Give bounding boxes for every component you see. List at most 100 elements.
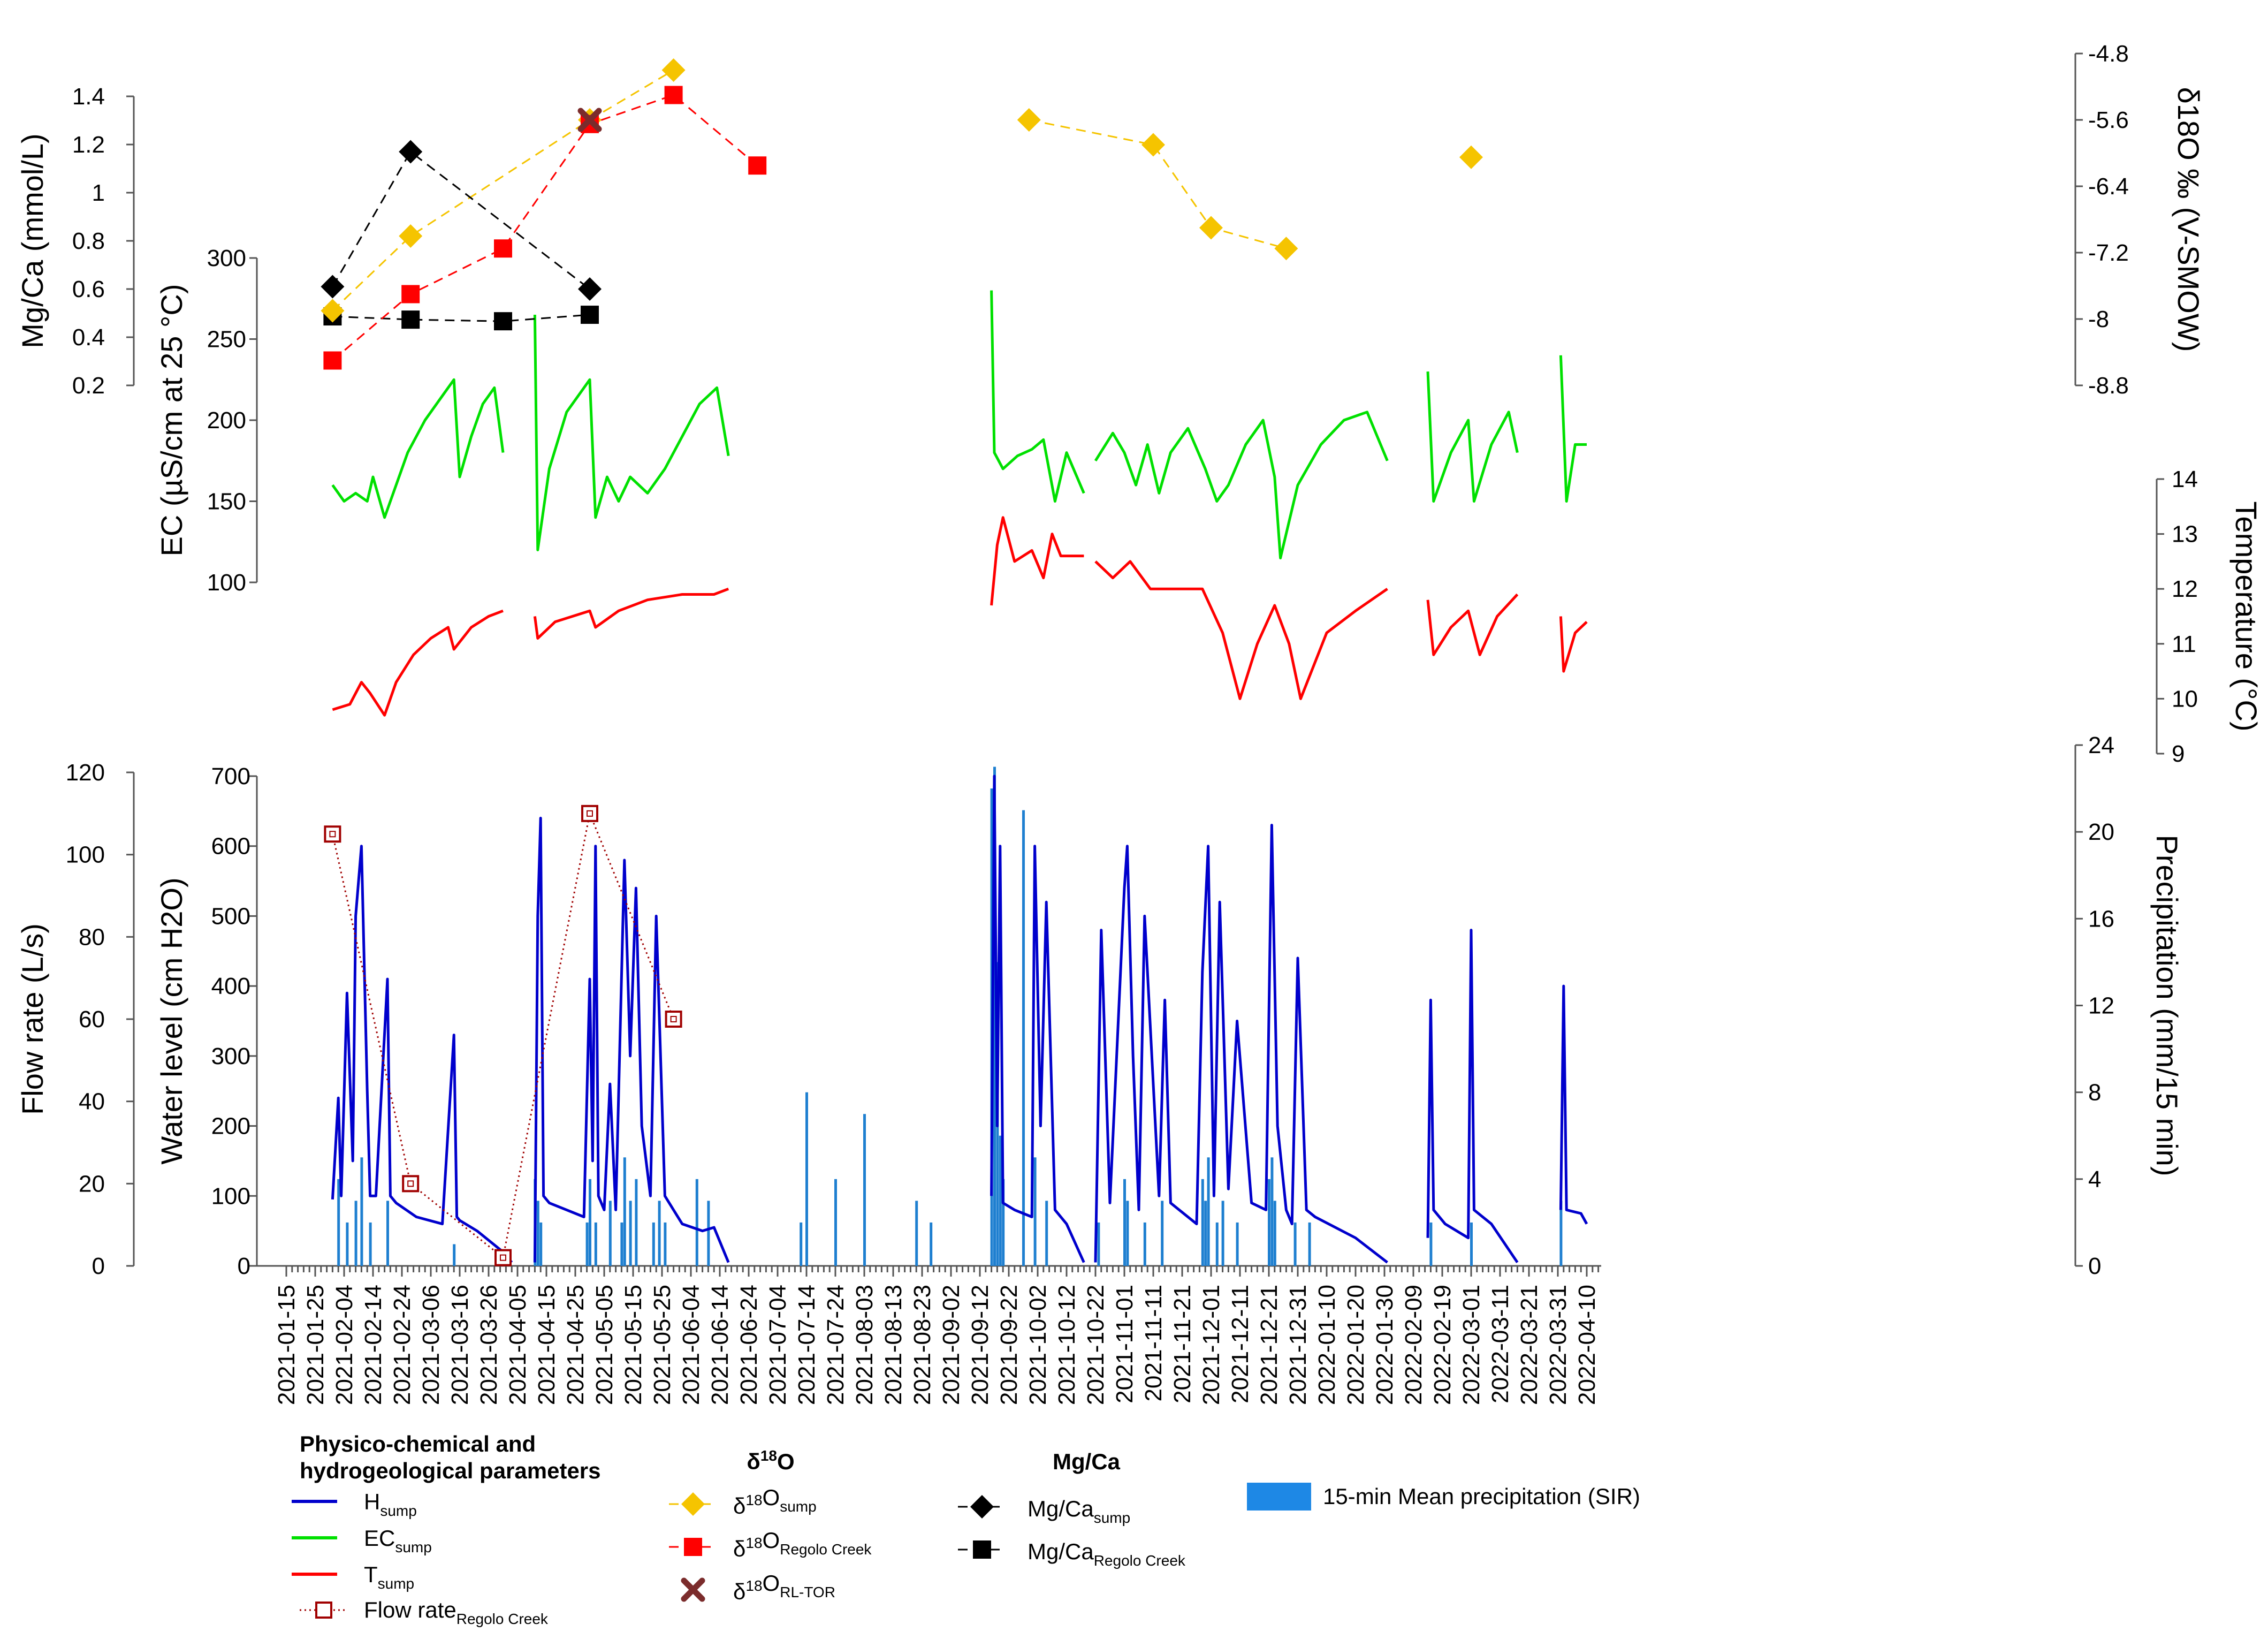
x-tick-label: 2022-01-10 (1314, 1285, 1340, 1405)
x-tick-label: 2021-11-11 (1140, 1285, 1167, 1402)
mgca-tick-label: 1 (92, 180, 105, 206)
precip-bar (915, 1201, 918, 1266)
x-tick-label: 2021-12-01 (1198, 1285, 1224, 1405)
t-sump-line (1094, 560, 1388, 700)
legend-label-mgca-regolo: Mg/CaRegolo Creek (1028, 1539, 1186, 1569)
d18o-regolo-line (332, 94, 758, 361)
flow-rate-point-inner (329, 831, 336, 838)
ec-sump-line (331, 378, 505, 519)
precip-bar (1215, 1222, 1219, 1266)
temp-tick-label: 9 (2172, 741, 2185, 767)
legend-swatch-precip (1247, 1483, 1311, 1511)
d18o-sump-line (332, 69, 674, 312)
legend-label-mgca-sump: Mg/Casump (1028, 1496, 1130, 1526)
x-tick-label: 2021-07-04 (765, 1285, 791, 1405)
legend-group-title: hydrogeological parameters (300, 1458, 601, 1483)
x-tick-label: 2021-05-25 (649, 1285, 675, 1405)
mgca-sump-point (399, 140, 423, 164)
legend-label-ec-sump: ECsump (364, 1525, 432, 1555)
precip-tick-label: 12 (2088, 993, 2114, 1019)
x-tick-label: 2021-05-15 (620, 1285, 646, 1405)
legend-text-part: δ (733, 1579, 745, 1604)
flow-tick-label: 60 (79, 1006, 105, 1033)
precip-bar (623, 1157, 626, 1266)
flow-rate-point (581, 804, 598, 822)
d18o-sump-line (1029, 119, 1287, 249)
legend-label-d18o-sump: δ18Osump (733, 1485, 817, 1519)
x-tick-label: 2021-12-31 (1285, 1285, 1311, 1405)
level-tick-label: 400 (211, 973, 250, 999)
precip-tick-label: 24 (2088, 732, 2114, 758)
legend-text-part: δ (747, 1449, 760, 1474)
ec-sump-line (990, 290, 1085, 503)
flow-rate-line (331, 813, 674, 1259)
precip-bar (1123, 1179, 1126, 1266)
precip-bar (453, 1244, 456, 1266)
precip-bar (1201, 1179, 1204, 1266)
h-sump-line (990, 775, 1085, 1263)
legend-label-d18o-regolo: δ18ORegolo Creek (733, 1528, 872, 1561)
precip-bar (608, 1201, 612, 1266)
x-tick-label: 2022-03-01 (1458, 1285, 1485, 1405)
x-tick-label: 2022-03-31 (1545, 1285, 1571, 1405)
precip-tick-label: 0 (2088, 1253, 2101, 1279)
precip-tick-label: 16 (2088, 906, 2114, 932)
mgca-sump-line (332, 151, 590, 290)
level-axis-title: Water level (cm H2O) (155, 877, 188, 1164)
legend-text-part: EC (364, 1525, 395, 1551)
t-sump-line (332, 609, 504, 717)
precip-bar (834, 1179, 837, 1266)
mgca-axis-title: Mg/Ca (mmol/L) (16, 133, 49, 348)
legend-text-part: O (777, 1449, 795, 1474)
legend-text-part: O (763, 1570, 780, 1596)
precip-bar (1221, 1201, 1224, 1266)
flow-tick-label: 120 (66, 760, 105, 786)
x-tick-label: 2021-02-04 (331, 1285, 357, 1405)
d18o-tick-label: -5.6 (2088, 107, 2129, 133)
precip-bar (695, 1179, 698, 1266)
precip-bar (1161, 1201, 1164, 1266)
legend-label-d18o-rltor: δ18ORL-TOR (733, 1570, 835, 1604)
x-tick-label: 2021-09-22 (996, 1285, 1022, 1405)
x-tick-label: 2021-12-11 (1227, 1285, 1253, 1403)
ec-tick-label: 250 (207, 327, 246, 353)
precip-bar (1143, 1222, 1146, 1266)
x-tick-label: 2021-11-01 (1112, 1285, 1138, 1403)
d18o-tick-label: -7.2 (2088, 240, 2129, 266)
d18o-sump-point (661, 58, 686, 82)
t-sump-line (1426, 593, 1519, 656)
d18o-tick-label: -8.8 (2088, 373, 2129, 399)
x-tick-label: 2021-09-02 (938, 1285, 964, 1405)
precip-axis-title: Precipitation (mm/15 min) (2150, 835, 2184, 1177)
x-tick-label: 2021-02-14 (360, 1285, 386, 1405)
x-tick-label: 2022-03-21 (1516, 1285, 1542, 1405)
legend-text-part: Regolo Creek (456, 1611, 549, 1627)
mgca-sump-point (321, 275, 345, 299)
x-tick-label: 2021-10-12 (1054, 1285, 1080, 1405)
precip-bar (1045, 1201, 1048, 1266)
t-sump-line (1559, 616, 1588, 673)
precip-bar (658, 1201, 661, 1266)
x-tick-label: 2022-02-19 (1429, 1285, 1456, 1405)
level-tick-label: 300 (211, 1043, 250, 1069)
d18o-tick-label: -4.8 (2088, 41, 2129, 67)
t-sump-line (990, 516, 1084, 606)
legend-text-part: T (364, 1562, 378, 1587)
mgca-tick-label: 1.4 (72, 84, 105, 110)
h-sump-line (331, 845, 513, 1264)
x-tick-label: 2022-01-30 (1372, 1285, 1398, 1405)
legend-text-part: sump (1094, 1509, 1130, 1526)
d18o-regolo-point (323, 351, 342, 370)
x-tick-label: 2021-06-24 (736, 1285, 762, 1405)
ec-tick-label: 150 (207, 489, 246, 515)
mgca-tick-label: 0.8 (72, 228, 105, 254)
mgca-tick-label: 0.6 (72, 276, 105, 302)
flow-tick-label: 100 (66, 842, 105, 868)
ec-sump-line (1559, 355, 1587, 503)
h-sump-line (533, 816, 730, 1263)
h-sump-line (1094, 824, 1388, 1264)
temp-tick-label: 14 (2172, 466, 2198, 492)
temp-tick-label: 12 (2172, 576, 2198, 602)
